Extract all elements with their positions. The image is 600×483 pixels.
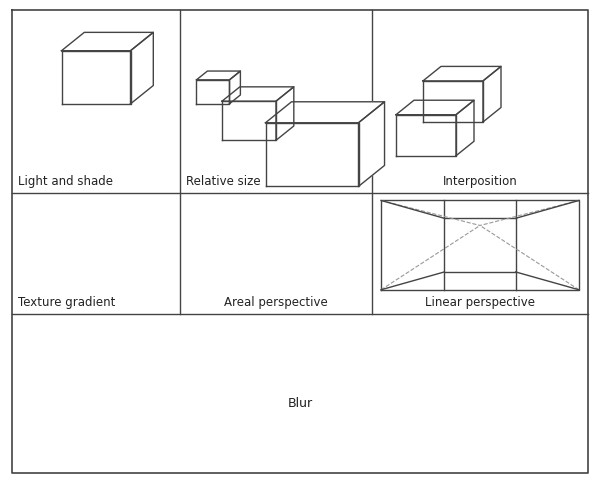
Polygon shape bbox=[483, 66, 501, 122]
Polygon shape bbox=[222, 101, 276, 140]
Text: Relative size: Relative size bbox=[186, 175, 260, 188]
Text: Linear perspective: Linear perspective bbox=[425, 296, 535, 309]
Polygon shape bbox=[265, 123, 359, 186]
Polygon shape bbox=[456, 100, 474, 156]
Polygon shape bbox=[62, 32, 154, 51]
Text: Interposition: Interposition bbox=[443, 175, 517, 188]
Polygon shape bbox=[396, 115, 456, 156]
Text: Blur: Blur bbox=[287, 397, 313, 410]
Polygon shape bbox=[229, 71, 241, 104]
Polygon shape bbox=[423, 81, 483, 122]
Polygon shape bbox=[196, 71, 241, 80]
Text: Light and shade: Light and shade bbox=[18, 175, 113, 188]
Text: Texture gradient: Texture gradient bbox=[18, 296, 115, 309]
Polygon shape bbox=[359, 102, 385, 186]
Polygon shape bbox=[62, 51, 131, 104]
Polygon shape bbox=[265, 102, 385, 123]
Polygon shape bbox=[131, 32, 154, 104]
Polygon shape bbox=[196, 80, 229, 104]
Polygon shape bbox=[222, 87, 294, 101]
Polygon shape bbox=[276, 87, 294, 140]
Polygon shape bbox=[423, 66, 501, 81]
Text: Areal perspective: Areal perspective bbox=[224, 296, 328, 309]
Polygon shape bbox=[396, 100, 474, 115]
